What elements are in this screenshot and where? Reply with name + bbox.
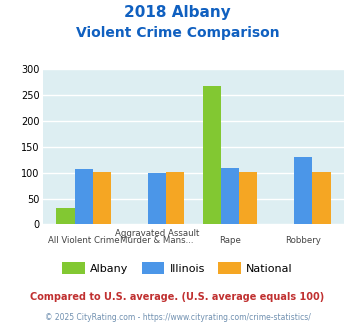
- Bar: [93, 172, 111, 224]
- Bar: [148, 173, 166, 224]
- Text: Violent Crime Comparison: Violent Crime Comparison: [76, 26, 279, 40]
- Bar: [239, 172, 257, 224]
- Bar: [221, 168, 239, 224]
- Text: © 2025 CityRating.com - https://www.cityrating.com/crime-statistics/: © 2025 CityRating.com - https://www.city…: [45, 314, 310, 322]
- Bar: [75, 169, 93, 224]
- Bar: [294, 157, 312, 224]
- Bar: [166, 172, 184, 224]
- Bar: [56, 208, 75, 224]
- Text: All Violent Crime: All Violent Crime: [48, 236, 120, 245]
- Text: Murder & Mans...: Murder & Mans...: [120, 236, 193, 245]
- Text: Compared to U.S. average. (U.S. average equals 100): Compared to U.S. average. (U.S. average …: [31, 292, 324, 302]
- Text: Robbery: Robbery: [285, 236, 321, 245]
- Bar: [203, 86, 221, 224]
- Text: 2018 Albany: 2018 Albany: [124, 5, 231, 20]
- Text: Rape: Rape: [219, 236, 241, 245]
- Bar: [312, 172, 331, 224]
- Text: Aggravated Assault: Aggravated Assault: [115, 229, 199, 238]
- Legend: Albany, Illinois, National: Albany, Illinois, National: [58, 258, 297, 278]
